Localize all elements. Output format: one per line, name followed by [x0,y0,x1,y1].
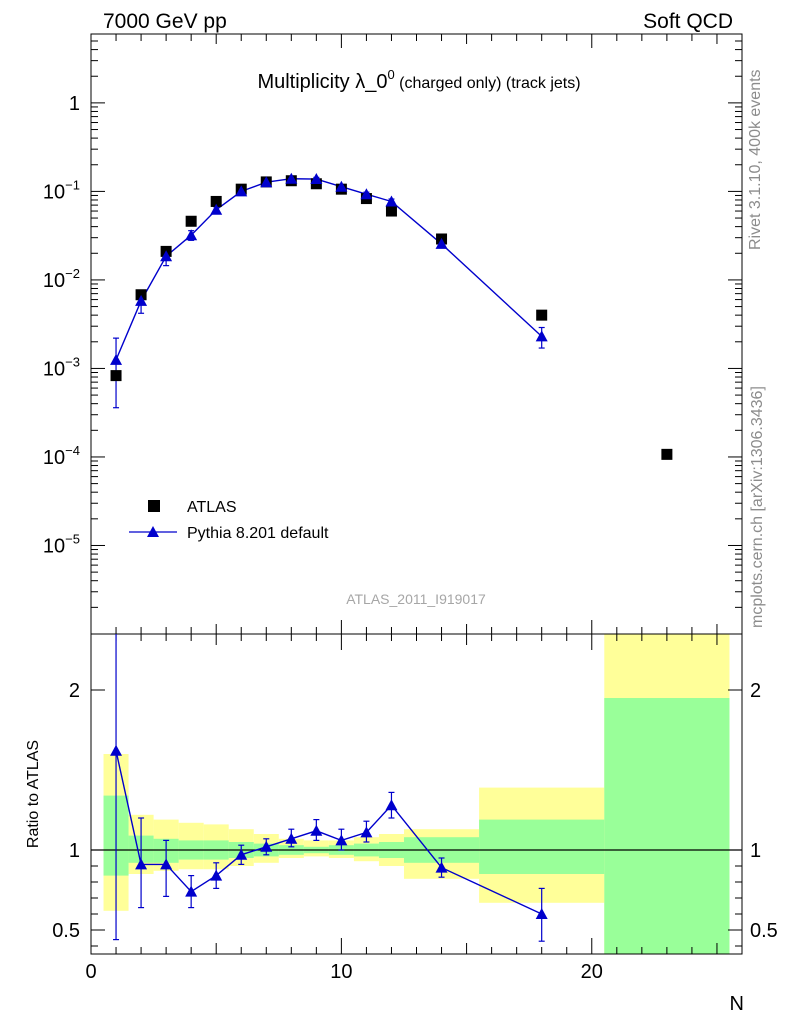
main-y-tick-label: 10−3 [43,354,80,380]
ratio-y-tick-label-right: 1 [750,840,761,862]
atlas-point [661,448,673,460]
ratio-band-green [479,819,605,874]
x-tick-label: 0 [85,961,96,983]
pythia-point [210,203,223,215]
x-tick-label: 20 [581,961,603,983]
pythia-point [185,229,198,241]
pythia-point [535,330,548,342]
atlas-point [536,309,548,321]
ratio-plot-panel: 0.5 0.51 12 20 10 20 Ratio to ATLAS N [25,633,778,1015]
plot-title: Multiplicity λ_00 (charged only) (track … [257,67,580,93]
main-y-tick-label: 10−5 [43,531,80,557]
pythia-point [110,353,123,365]
header-energy-label: 7000 GeV pp [103,10,227,33]
ratio-uncertainty-bands [103,634,730,954]
ratio-y-tick-label: 1 [69,840,80,862]
atlas-point [185,215,197,227]
legend-atlas-label: ATLAS [187,499,237,516]
legend: ATLAS Pythia 8.201 default [129,499,329,542]
ratio-pythia-point [110,744,123,756]
ratio-axes: 0.5 0.51 12 20 10 20 [52,634,778,983]
main-y-tick-label: 10−1 [43,177,80,203]
ratio-pythia-point [360,826,373,838]
main-data-group [110,172,673,460]
pythia-point [160,250,173,262]
ratio-pythia-point [535,908,548,919]
ratio-pythia-point [385,799,398,811]
ratio-y-tick-label-right: 0.5 [750,920,778,942]
atlas-point [110,370,122,382]
ratio-pythia-point [135,858,148,870]
ratio-pythia-point [210,869,223,881]
ratio-y-tick-label: 2 [69,680,80,702]
ratio-pythia-point [310,824,323,836]
legend-atlas-marker [148,500,160,512]
ratio-pythia-point [160,858,173,870]
pythia-point [360,188,373,200]
mcplots-label: mcplots.cern.ch [arXiv:1306.3436] [749,386,766,628]
ratio-y-tick-label-right: 2 [750,680,761,702]
rivet-version-label: Rivet 3.1.10, 400k events [747,69,764,250]
ratio-band-green [604,698,730,954]
main-axes: 1 10−1 10−2 10−3 10−4 10−5 [43,33,742,635]
pythia-point [260,176,273,188]
ratio-pythia-point [285,832,298,844]
pythia-point [385,195,398,207]
pythia-line [115,178,543,361]
atlas-point [135,289,147,301]
ratio-pythia-point [185,885,198,897]
main-plot-panel: Multiplicity λ_00 (charged only) (track … [43,33,743,635]
pythia-point [310,173,323,185]
ratio-y-tick-label: 0.5 [52,920,80,942]
ratio-data-group [110,634,548,942]
ratio-pythia-point [260,840,273,852]
ratio-y-axis-label: Ratio to ATLAS [25,740,42,848]
pythia-point [435,237,448,249]
pythia-point [135,294,148,306]
x-tick-label: 10 [330,961,352,983]
header-category-label: Soft QCD [643,10,733,33]
pythia-point [335,180,348,192]
main-y-tick-label: 10−2 [43,266,80,292]
x-axis-label: N [730,993,744,1015]
pythia-point [285,172,298,184]
main-plot-frame [90,33,743,635]
pythia-point [235,185,248,197]
ratio-pythia-point [335,834,348,846]
main-y-tick-label: 10−4 [43,443,80,469]
ratio-pythia-point [235,848,248,860]
atlas-point [210,195,222,207]
analysis-id-label: ATLAS_2011_I919017 [346,591,486,607]
legend-pythia-label: Pythia 8.201 default [187,525,329,542]
legend-pythia-marker [147,526,159,537]
ratio-pythia-point [435,861,448,873]
main-y-tick-label: 1 [69,93,80,115]
atlas-point [385,205,397,217]
